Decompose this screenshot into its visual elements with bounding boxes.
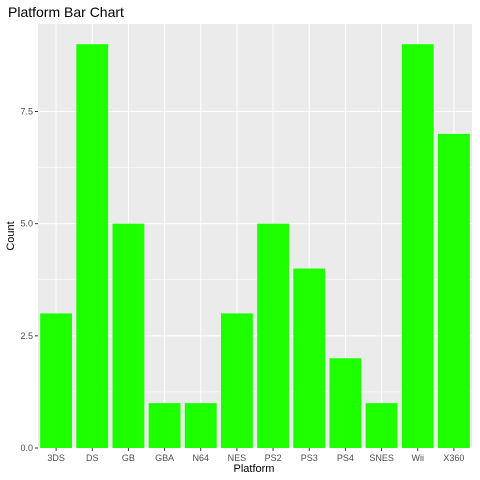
x-tick-label: GBA — [155, 453, 174, 463]
x-tick-label: PS4 — [337, 453, 354, 463]
bar-ds — [76, 44, 109, 448]
x-tick-label: GB — [122, 453, 135, 463]
y-tick-label: 7.5 — [20, 106, 33, 116]
bar-wii — [401, 44, 434, 448]
minor-gridlines — [38, 167, 472, 393]
chart-title: Platform Bar Chart — [8, 4, 124, 20]
x-tick-label: DS — [86, 453, 99, 463]
x-tick-label: X360 — [443, 453, 464, 463]
y-tick-label: 2.5 — [20, 331, 33, 341]
x-tick-label: N64 — [192, 453, 209, 463]
y-axis-title: Count — [5, 221, 17, 250]
x-axis-title: Platform — [234, 463, 275, 475]
bar-nes — [221, 313, 253, 448]
y-axis-ticks: 0.0 2.5 5.0 7.5 — [20, 106, 38, 453]
x-tick-label: NES — [228, 453, 247, 463]
y-tick-label: 5.0 — [20, 219, 33, 229]
x-axis-ticks: 3DS DS GB GBA N64 NES PS2 PS3 PS4 SNES Wii X360 — [47, 448, 464, 463]
bars — [40, 44, 470, 449]
bar-ps3 — [293, 268, 326, 448]
plot-panel — [38, 24, 472, 448]
y-tick-label: 0.0 — [20, 443, 33, 453]
bar-gb — [112, 223, 145, 448]
x-tick-label: 3DS — [47, 453, 65, 463]
x-tick-label: PS3 — [301, 453, 318, 463]
bar-ps4 — [329, 358, 362, 448]
bar-3ds — [40, 313, 72, 448]
bar-x360 — [438, 133, 470, 449]
bar-ps2 — [257, 223, 289, 448]
x-tick-label: PS2 — [265, 453, 282, 463]
bar-n64 — [184, 403, 217, 448]
x-tick-label: Wii — [412, 453, 425, 463]
bar-snes — [365, 403, 398, 448]
bar-gba — [148, 403, 181, 448]
x-tick-label: SNES — [369, 453, 394, 463]
